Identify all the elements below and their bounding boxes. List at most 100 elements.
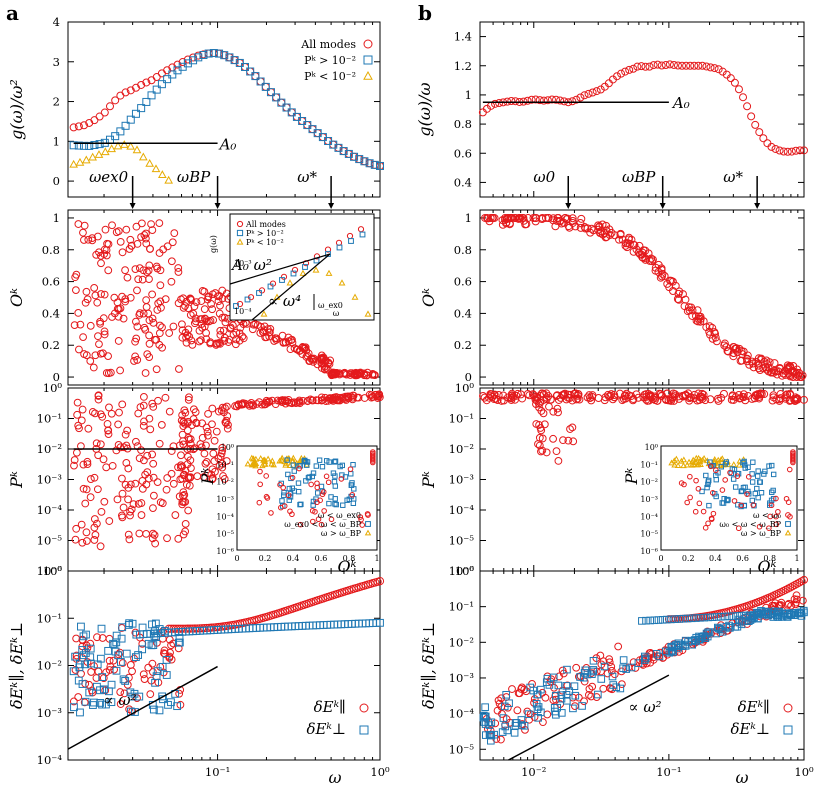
data-point [118, 489, 127, 498]
data-point [768, 396, 777, 405]
data-point [288, 399, 296, 408]
data-point [70, 456, 79, 464]
inset-x-label: ω [333, 309, 340, 318]
data-point [252, 462, 259, 469]
data-point [169, 479, 178, 488]
data-point [714, 65, 723, 74]
data-point [704, 613, 713, 622]
data-point [762, 610, 771, 619]
data-point [337, 463, 343, 470]
data-point [94, 391, 103, 400]
data-point [215, 461, 224, 470]
annotation-A0: A₀ [671, 94, 690, 112]
data-point [791, 600, 800, 609]
data-point [687, 473, 693, 480]
data-point [662, 647, 670, 656]
data-point [170, 229, 179, 238]
data-point [256, 499, 263, 506]
data-point [185, 435, 194, 444]
inset-y-label: Pᵏ [198, 468, 217, 486]
data-point [641, 62, 650, 71]
data-point [731, 498, 738, 504]
data-point [344, 149, 353, 158]
data-point [510, 729, 519, 737]
data-point [651, 266, 660, 275]
data-point [79, 460, 88, 469]
data-point [518, 394, 527, 403]
data-point [527, 95, 536, 104]
data-point [737, 611, 746, 620]
data-point [216, 339, 225, 348]
data-point [298, 501, 304, 508]
data-point [107, 144, 117, 153]
data-point [186, 456, 195, 465]
data-point [592, 693, 601, 701]
data-point [289, 511, 295, 518]
data-point [621, 391, 630, 400]
annotation-slope: ∝ ω² [628, 698, 661, 716]
data-point [319, 354, 328, 363]
data-point [700, 613, 709, 622]
data-point [721, 496, 727, 502]
data-point [655, 389, 664, 398]
data-point [126, 86, 135, 95]
data-point [671, 457, 678, 464]
data-point [349, 492, 356, 498]
data-point [120, 689, 129, 698]
data-point [736, 394, 745, 403]
data-point [158, 343, 166, 352]
data-point [687, 636, 696, 645]
data-point [495, 99, 504, 108]
data-point [208, 305, 217, 314]
data-point [79, 651, 88, 660]
data-point [267, 283, 274, 290]
data-point [202, 335, 211, 344]
data-point [685, 458, 693, 465]
data-point [142, 529, 150, 538]
data-point [162, 485, 171, 494]
data-point [162, 671, 171, 679]
data-point [131, 352, 140, 361]
data-point [207, 470, 216, 479]
data-point [153, 667, 162, 676]
data-point [69, 697, 78, 706]
data-point [558, 666, 567, 675]
data-point [641, 255, 650, 264]
data-point [222, 402, 231, 411]
data-point [792, 591, 801, 600]
inset-y-tick-label: 10⁻⁵ [216, 530, 234, 539]
data-point [730, 476, 737, 482]
inset-legend-label: All modes [245, 220, 286, 229]
data-point [186, 440, 195, 448]
data-point [525, 391, 534, 400]
data-point [629, 64, 638, 73]
data-point [77, 669, 85, 678]
inset-y-label: Pᵏ [622, 468, 641, 486]
data-point [718, 67, 727, 76]
data-point [153, 478, 162, 486]
data-point [218, 446, 227, 455]
data-point [790, 595, 799, 604]
data-point [310, 470, 317, 476]
data-point [534, 703, 543, 711]
data-point [287, 108, 296, 117]
data-point [349, 391, 357, 400]
y-tick-label: 10⁻³ [449, 671, 475, 685]
data-point [69, 667, 78, 676]
data-point [216, 301, 224, 310]
data-point [484, 718, 493, 727]
data-point [119, 675, 128, 684]
data-point [683, 307, 692, 316]
data-point [697, 461, 704, 467]
data-point [632, 245, 641, 254]
panel-label-b: b [418, 1, 432, 25]
data-point [673, 294, 682, 303]
data-point [151, 164, 161, 173]
data-point [84, 235, 93, 244]
data-point [100, 147, 110, 156]
data-point [669, 648, 678, 656]
data-point [534, 714, 542, 722]
data-point [69, 123, 78, 132]
data-point [588, 670, 596, 678]
data-point [741, 503, 747, 509]
